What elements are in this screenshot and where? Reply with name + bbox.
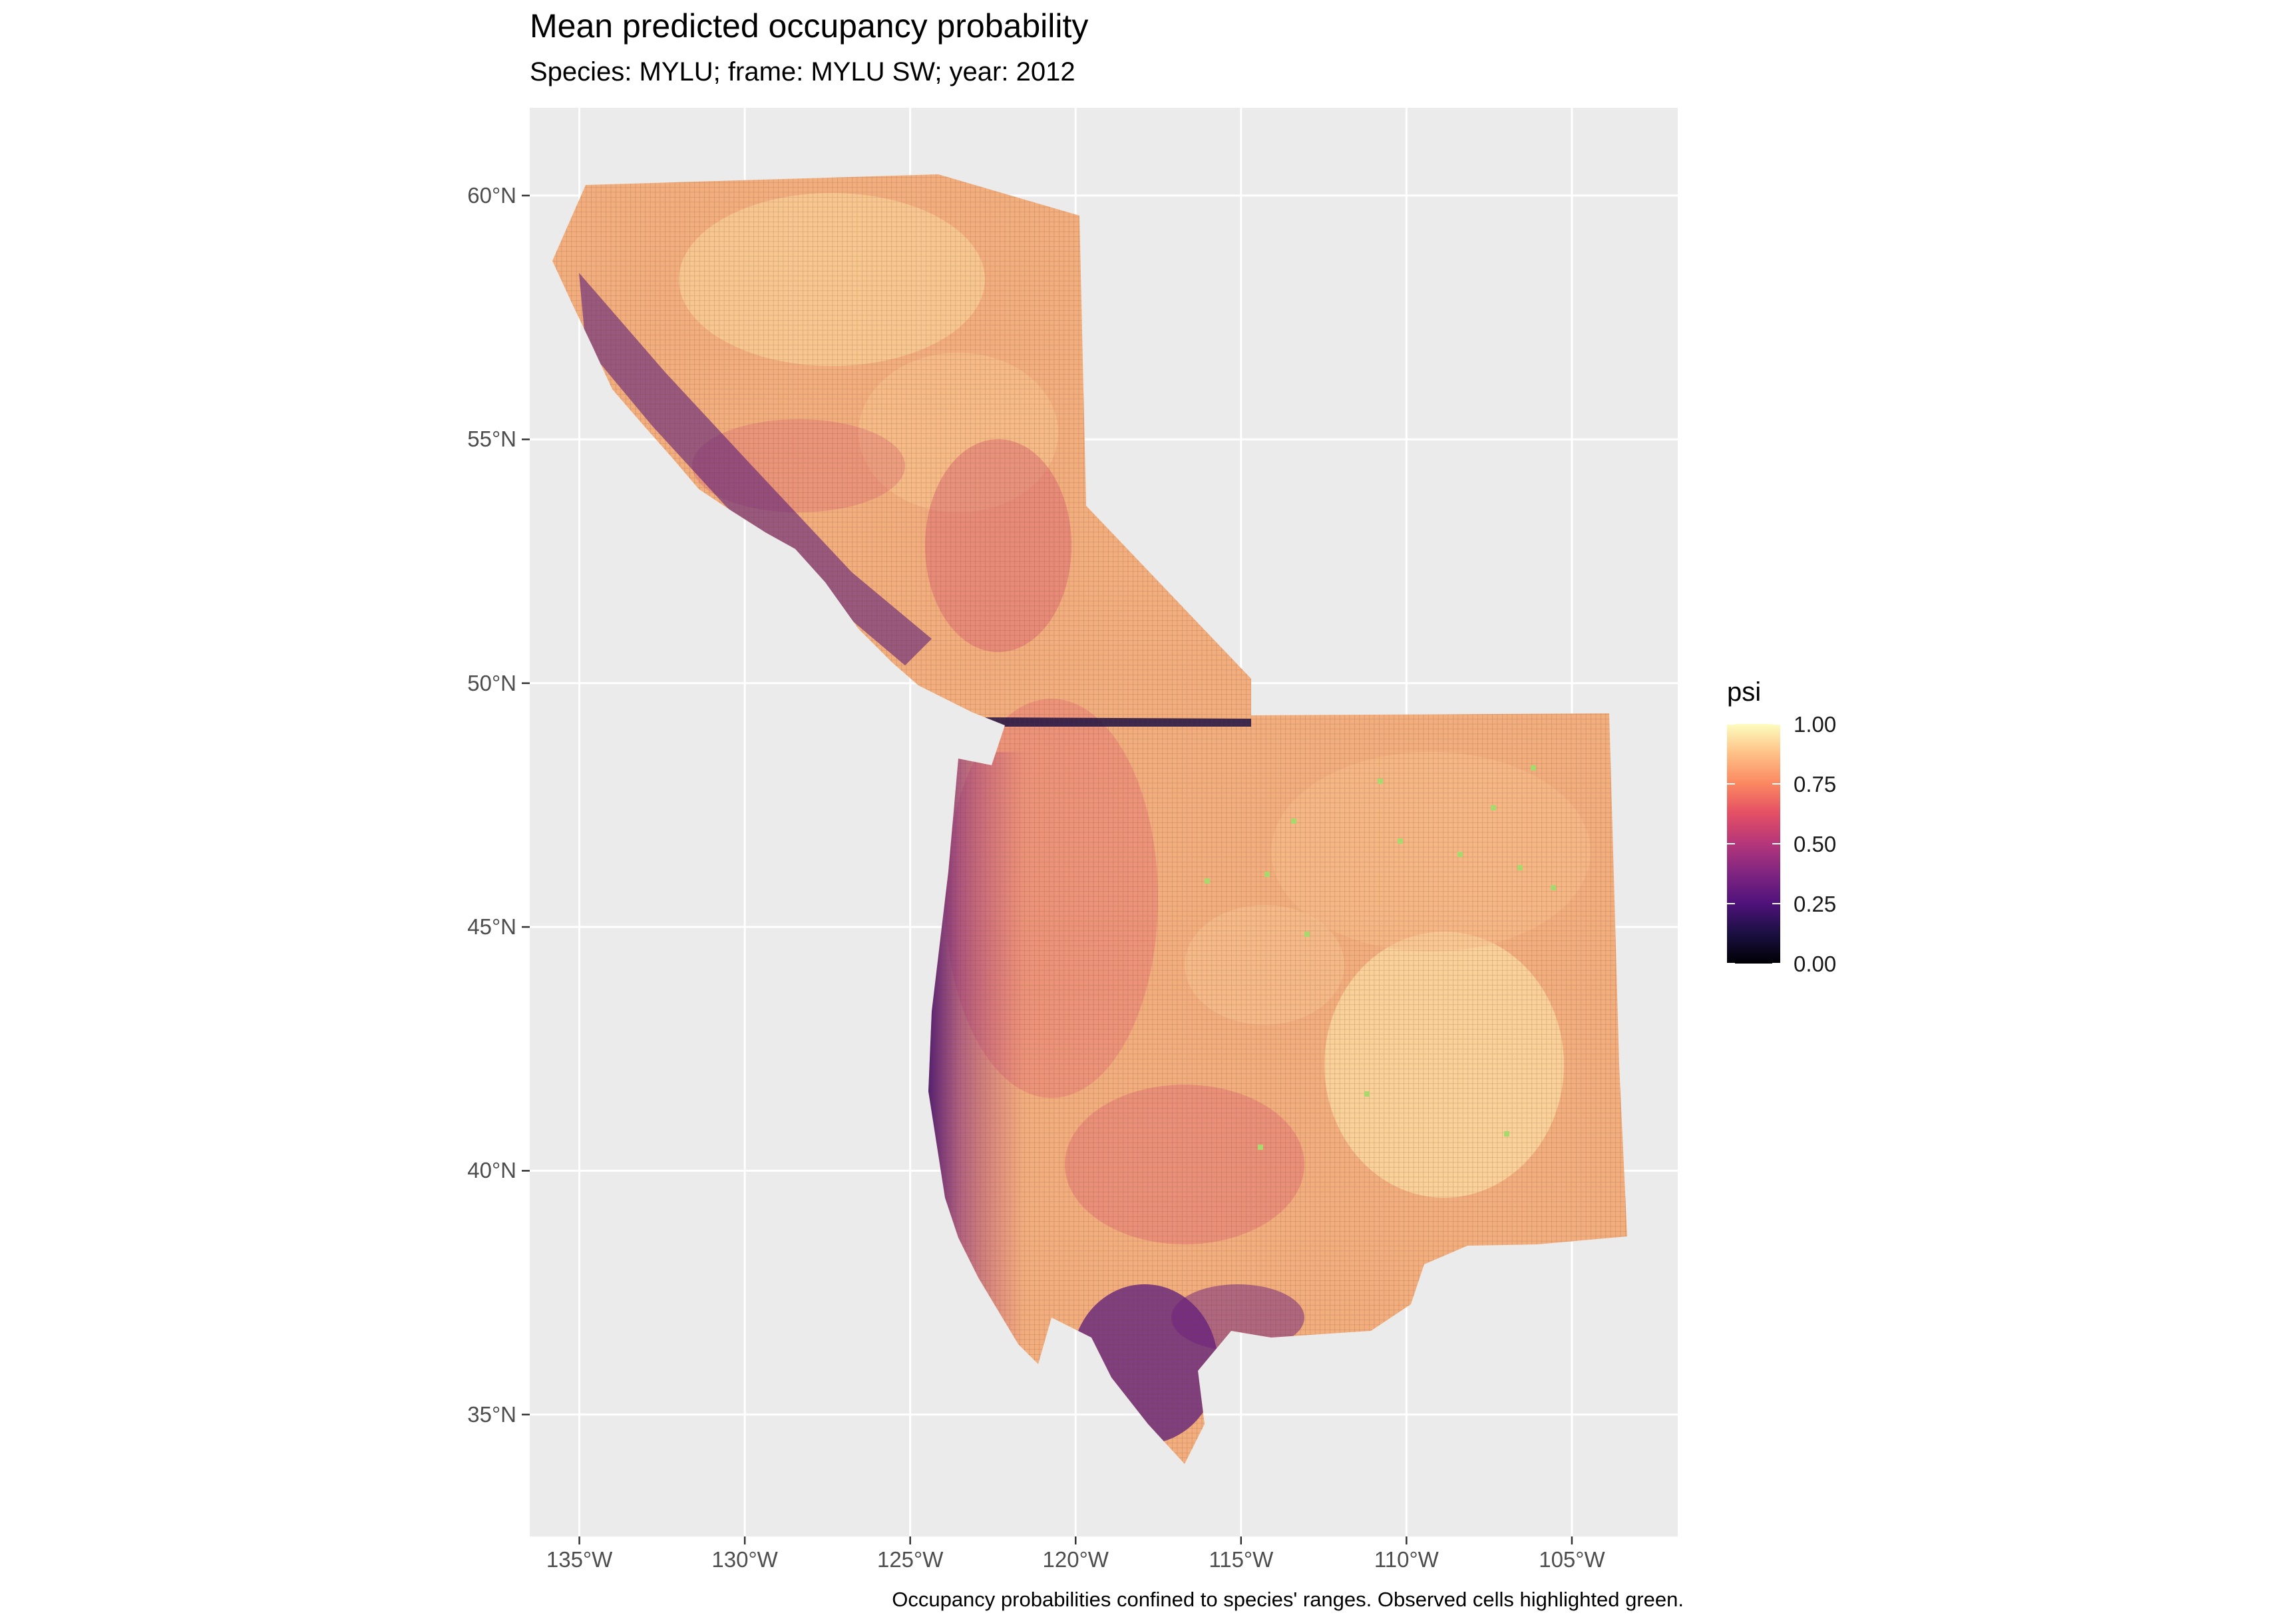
y-tick-label: 55°N [467,427,516,452]
plot-caption: Occupancy probabilities confined to spec… [892,1588,1684,1611]
observed-cell [1205,878,1210,884]
legend-label-075: 0.75 [1794,772,1837,797]
legend-label-025: 0.25 [1794,892,1837,916]
observed-cell [1258,1145,1263,1150]
observed-cells [1205,765,1556,1150]
observed-cell [1517,865,1523,870]
y-tick-label: 45°N [467,914,516,940]
x-tick-label: 110°W [1374,1547,1439,1572]
x-tick-label: 130°W [711,1547,778,1572]
x-tick-label: 105°W [1539,1547,1605,1572]
x-axis [578,1536,1573,1544]
legend-ticks [1727,723,1780,964]
plot-subtitle: Species: MYLU; frame: MYLU SW; year: 201… [530,57,1075,87]
plot-title: Mean predicted occupancy probability [530,7,1089,45]
legend-label-050: 0.50 [1794,832,1837,856]
observed-cell [1457,852,1463,857]
y-tick-label: 40°N [467,1158,516,1183]
y-axis [522,194,530,1416]
legend-label-100: 1.00 [1794,712,1837,737]
observed-cell [1504,1131,1509,1137]
observed-cell [1364,1091,1370,1097]
legend-title: psi [1727,677,1762,707]
observed-cell [1398,838,1403,844]
observed-cell [1304,932,1310,937]
x-tick-label: 120°W [1042,1547,1109,1572]
x-tick-label: 115°W [1209,1547,1274,1572]
legend-label-000: 0.00 [1794,952,1837,976]
x-tick-label: 135°W [546,1547,613,1572]
y-tick-label: 60°N [467,182,516,208]
observed-cell [1378,779,1383,784]
observed-cell [1531,765,1536,771]
observed-cell [1264,872,1270,877]
y-tick-label: 50°N [467,670,516,695]
legend-colorbar [1727,724,1780,964]
observed-cell [1491,805,1496,810]
x-tick-label: 125°W [876,1547,944,1572]
observed-cell [1291,818,1296,824]
observed-cell [1551,885,1556,890]
y-tick-label: 35°N [467,1401,516,1427]
